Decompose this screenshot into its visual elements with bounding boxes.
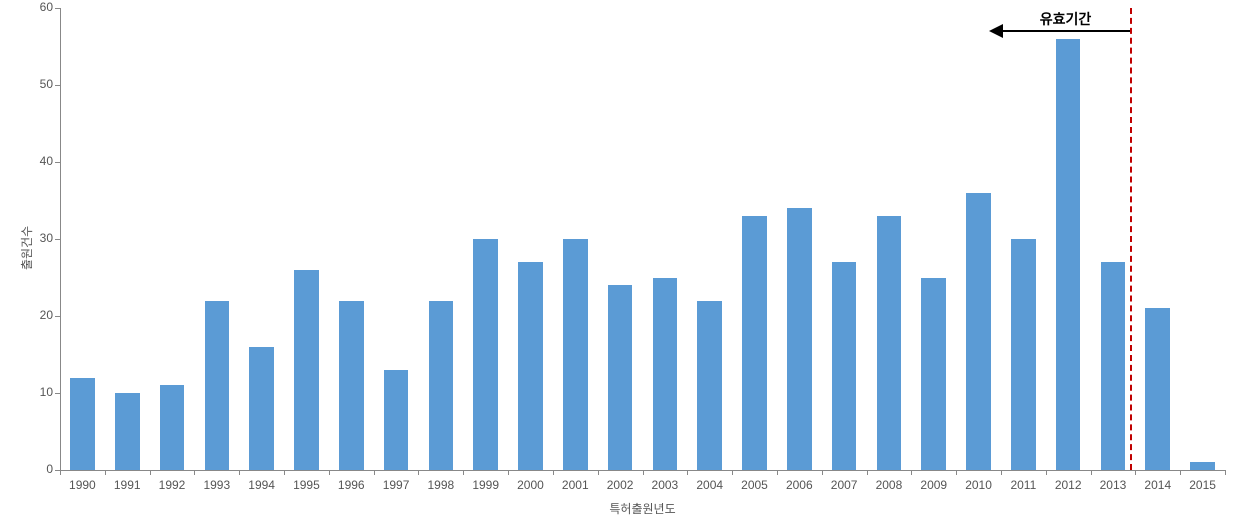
x-tick-label: 2006 [786, 478, 813, 492]
x-tick-label: 1997 [383, 478, 410, 492]
x-tick-label: 1991 [114, 478, 141, 492]
bar [294, 270, 319, 470]
x-tick-mark [687, 470, 688, 475]
x-tick-label: 2013 [1100, 478, 1127, 492]
bar [384, 370, 409, 470]
y-tick-label: 10 [25, 385, 53, 399]
bar [832, 262, 857, 470]
bar [742, 216, 767, 470]
x-tick-mark [777, 470, 778, 475]
x-tick-mark [867, 470, 868, 475]
x-tick-mark [239, 470, 240, 475]
x-tick-label: 2000 [517, 478, 544, 492]
validity-arrow [991, 30, 1130, 33]
x-tick-label: 1998 [428, 478, 455, 492]
x-tick-label: 2009 [920, 478, 947, 492]
x-tick-label: 2004 [696, 478, 723, 492]
x-tick-label: 2010 [965, 478, 992, 492]
x-tick-mark [374, 470, 375, 475]
bar [1145, 308, 1170, 470]
x-tick-label: 1990 [69, 478, 96, 492]
x-tick-mark [463, 470, 464, 475]
x-tick-label: 1994 [248, 478, 275, 492]
bar [160, 385, 185, 470]
x-tick-label: 1992 [159, 478, 186, 492]
x-tick-label: 2005 [741, 478, 768, 492]
x-tick-mark [822, 470, 823, 475]
x-tick-label: 2008 [876, 478, 903, 492]
x-tick-mark [956, 470, 957, 475]
x-tick-label: 2002 [607, 478, 634, 492]
x-tick-label: 1996 [338, 478, 365, 492]
x-tick-label: 2003 [652, 478, 679, 492]
bar [608, 285, 633, 470]
x-tick-mark [508, 470, 509, 475]
y-axis [60, 8, 61, 470]
x-tick-label: 2001 [562, 478, 589, 492]
bar [1056, 39, 1081, 470]
x-tick-mark [553, 470, 554, 475]
x-tick-label: 1995 [293, 478, 320, 492]
y-tick-label: 20 [25, 308, 53, 322]
bar [921, 278, 946, 471]
x-tick-mark [1135, 470, 1136, 475]
y-tick-label: 60 [25, 0, 53, 14]
bar [697, 301, 722, 470]
y-tick-label: 50 [25, 77, 53, 91]
y-tick-mark [55, 239, 60, 240]
bar [473, 239, 498, 470]
x-tick-mark [1091, 470, 1092, 475]
bar [1190, 462, 1215, 470]
y-tick-mark [55, 393, 60, 394]
bar [70, 378, 95, 470]
x-tick-label: 1999 [472, 478, 499, 492]
bar [563, 239, 588, 470]
validity-label: 유효기간 [1040, 9, 1092, 29]
bar [966, 193, 991, 470]
x-tick-mark [60, 470, 61, 475]
y-tick-mark [55, 162, 60, 163]
bar [249, 347, 274, 470]
y-tick-mark [55, 8, 60, 9]
x-axis-label: 특허출원년도 [609, 500, 675, 517]
y-tick-label: 30 [25, 231, 53, 245]
y-tick-label: 0 [25, 462, 53, 476]
x-tick-label: 2015 [1189, 478, 1216, 492]
y-tick-mark [55, 85, 60, 86]
bar [115, 393, 140, 470]
bar [877, 216, 902, 470]
x-tick-label: 2011 [1010, 478, 1036, 492]
x-tick-mark [1180, 470, 1181, 475]
bar [1101, 262, 1126, 470]
x-tick-mark [732, 470, 733, 475]
validity-arrow-head [989, 24, 1003, 38]
bar [429, 301, 454, 470]
x-tick-mark [643, 470, 644, 475]
bar-chart: 출원건수 특허출원년도 0102030405060199019911992199… [0, 0, 1233, 523]
x-tick-mark [1046, 470, 1047, 475]
x-tick-mark [150, 470, 151, 475]
x-tick-mark [329, 470, 330, 475]
x-tick-label: 2007 [831, 478, 858, 492]
x-tick-mark [1001, 470, 1002, 475]
y-tick-label: 40 [25, 154, 53, 168]
validity-dashed-line [1130, 8, 1132, 470]
bar [1011, 239, 1036, 470]
bar [787, 208, 812, 470]
x-tick-mark [418, 470, 419, 475]
bar [339, 301, 364, 470]
bar [653, 278, 678, 471]
bar [518, 262, 543, 470]
x-tick-label: 2012 [1055, 478, 1082, 492]
x-tick-mark [911, 470, 912, 475]
x-tick-mark [1225, 470, 1226, 475]
x-tick-mark [105, 470, 106, 475]
x-tick-label: 2014 [1144, 478, 1171, 492]
x-tick-label: 1993 [203, 478, 230, 492]
x-tick-mark [598, 470, 599, 475]
x-tick-mark [284, 470, 285, 475]
x-tick-mark [194, 470, 195, 475]
bar [205, 301, 230, 470]
y-tick-mark [55, 316, 60, 317]
